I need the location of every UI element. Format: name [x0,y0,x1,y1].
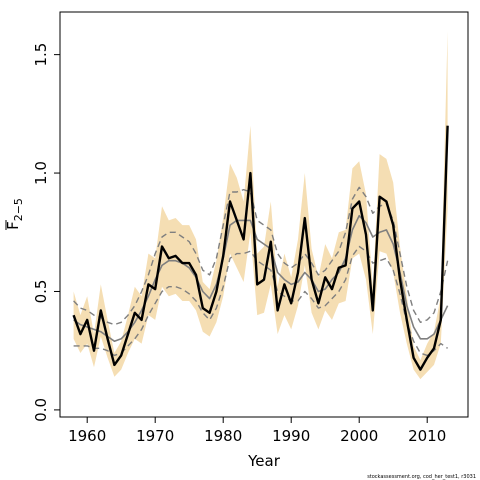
y-tick-label: 0.0 [32,398,50,422]
smooth-lower-line [73,245,448,357]
x-axis-title: Year [247,452,281,470]
confidence-band [73,30,448,380]
smooth-mean-line [73,214,449,342]
y-axis-title: F2−5 [4,198,25,230]
y-tick-label: 1.5 [32,43,50,67]
plot-frame [59,11,469,418]
x-tick-label: 1960 [68,427,106,445]
x-axis: 1960 1970 1980 1990 2000 2010 [68,417,446,445]
smooth-upper-line [73,186,449,326]
svg-text:F2−5: F2−5 [4,198,25,230]
x-tick-label: 1970 [136,427,174,445]
y-axis-title-main: F [4,221,22,230]
x-tick-label: 2000 [340,427,378,445]
x-tick-label: 1980 [204,427,242,445]
y-axis: 0.0 0.5 1.0 1.5 [32,43,60,422]
y-axis-title-sub: 2−5 [12,198,25,221]
x-tick-label: 2010 [408,427,446,445]
y-tick-label: 0.5 [32,280,50,304]
estimate-line [72,125,449,371]
footnote: stockassessment.org, cod_her_test1, r303… [367,474,476,480]
plot-area [72,30,449,380]
y-tick-label: 1.0 [32,161,50,185]
x-tick-label: 1990 [272,427,310,445]
